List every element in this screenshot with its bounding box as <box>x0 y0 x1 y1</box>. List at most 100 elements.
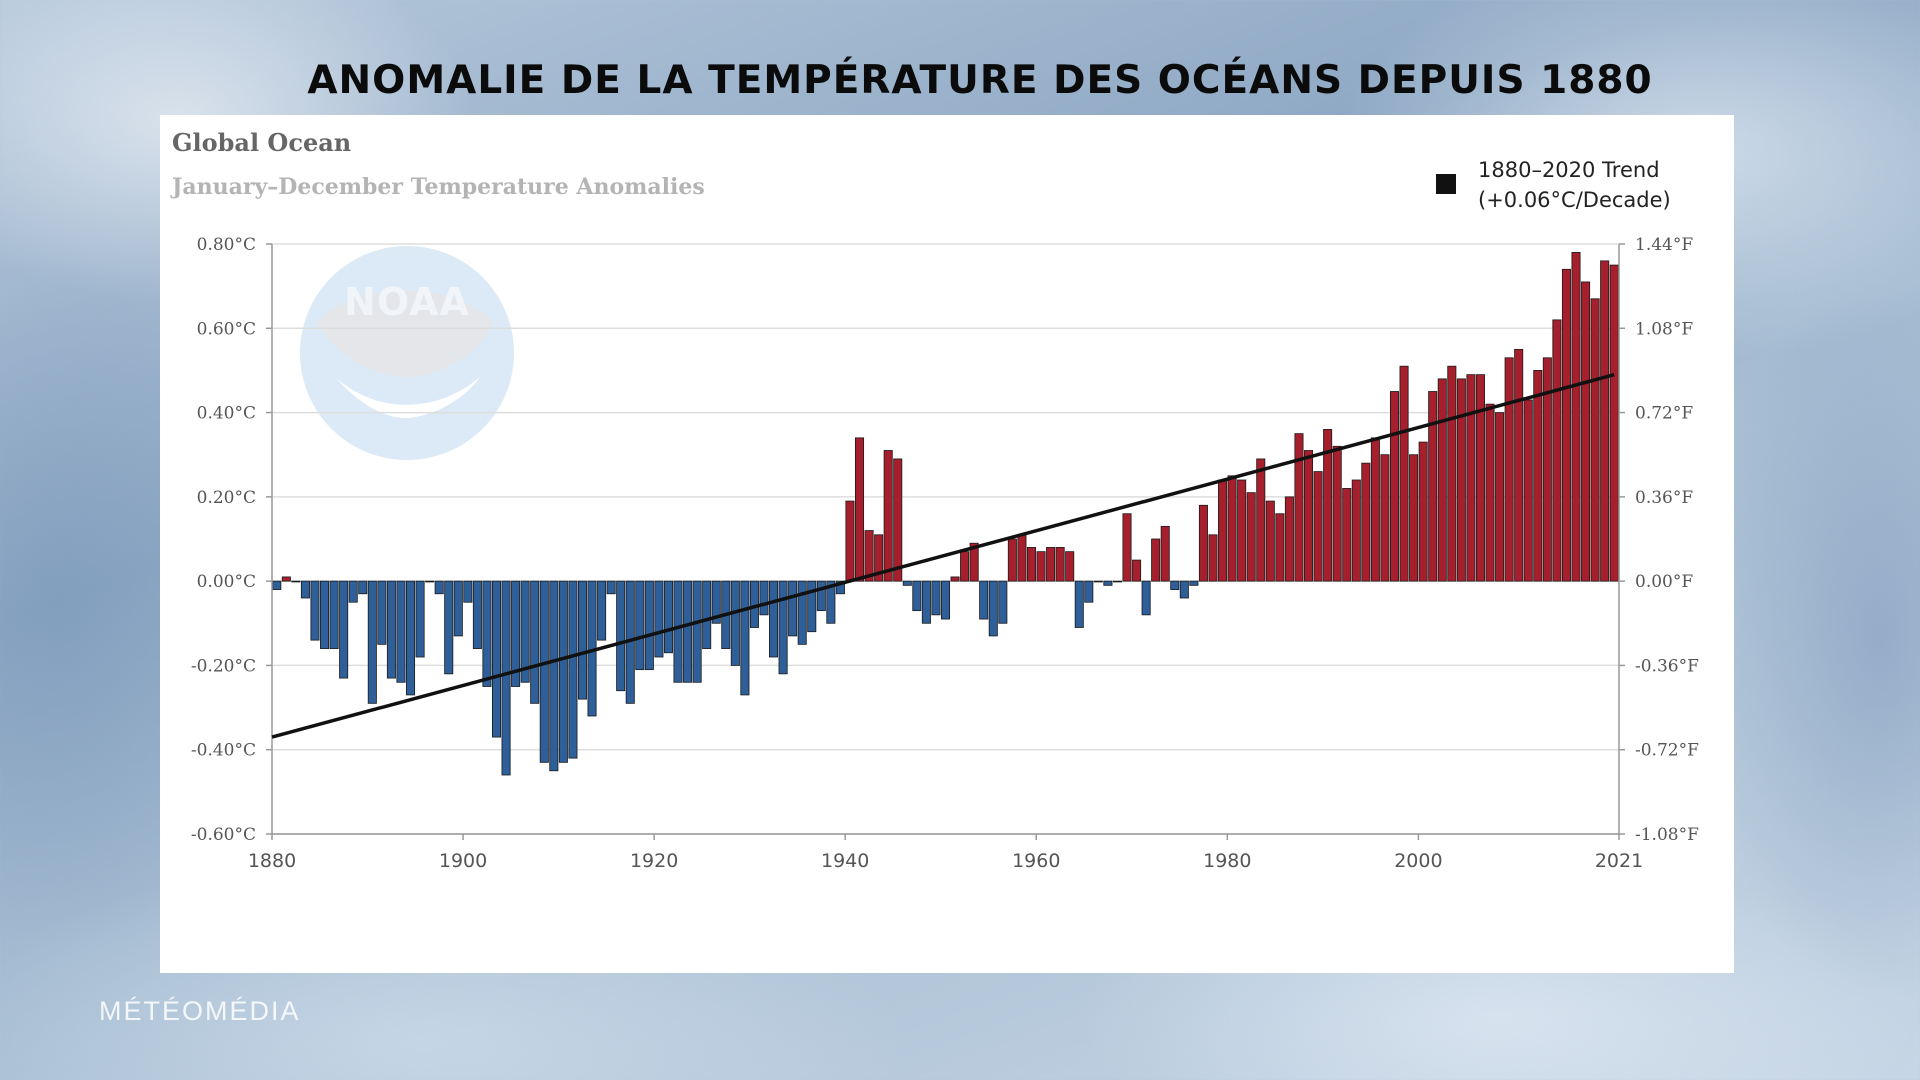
bar-1956 <box>998 580 1008 624</box>
bar-1908 <box>539 580 549 763</box>
bar-1907 <box>530 580 540 704</box>
bar-1950 <box>940 580 951 620</box>
bar-2006 <box>1475 374 1485 582</box>
x-tick-label: 1900 <box>439 850 487 872</box>
x-tick-label: 1940 <box>821 850 869 872</box>
bar-1980 <box>1227 475 1237 582</box>
y-tick-label-right: -0.36°F <box>1635 656 1699 676</box>
y-tick-label-left: -0.20°C <box>191 656 256 676</box>
bar-1971 <box>1141 580 1151 616</box>
legend: 1880–2020 Trend (+0.06°C/Decade) <box>1436 158 1671 212</box>
bar-1992 <box>1342 488 1352 582</box>
bar-1999 <box>1409 454 1419 582</box>
bar-1976 <box>1189 580 1199 586</box>
headline: ANOMALIE DE LA TEMPÉRATURE DES OCÉANS DE… <box>307 58 1653 103</box>
bar-1957 <box>1007 538 1017 582</box>
bar-1961 <box>1046 547 1056 582</box>
bar-1991 <box>1332 445 1342 582</box>
bar-1955 <box>988 580 998 637</box>
bar-2018 <box>1590 298 1600 582</box>
bar-1944 <box>883 450 893 582</box>
chart-subtitle: January–December Temperature Anomalies <box>170 174 705 200</box>
bar-1889 <box>358 580 368 595</box>
bar-1985 <box>1275 513 1285 582</box>
bar-1996 <box>1380 454 1390 582</box>
bar-1967 <box>1103 580 1113 586</box>
y-tick-label-left: 0.60°C <box>197 319 256 339</box>
bar-1883 <box>300 580 310 599</box>
bar-1896 <box>425 580 435 583</box>
bar-1942 <box>864 530 874 582</box>
bar-1900 <box>463 580 473 603</box>
bar-1989 <box>1313 471 1323 582</box>
bar-1994 <box>1361 462 1371 582</box>
y-tick-label-right: 0.00°F <box>1635 572 1693 592</box>
bar-1941 <box>855 437 865 582</box>
bar-1939 <box>835 580 845 595</box>
bar-1959 <box>1026 547 1036 582</box>
bar-1881 <box>281 576 291 582</box>
bar-1964 <box>1074 580 1084 628</box>
bar-1936 <box>807 580 817 633</box>
bar-1882 <box>291 580 301 583</box>
bar-2013 <box>1542 357 1552 582</box>
bar-1993 <box>1351 479 1361 582</box>
bar-1912 <box>577 580 587 700</box>
bar-1953 <box>969 542 979 582</box>
bar-1995 <box>1370 437 1380 582</box>
x-tick-label: 1980 <box>1203 850 1251 872</box>
bar-1920 <box>654 580 664 658</box>
bar-1979 <box>1218 479 1228 582</box>
bar-1962 <box>1055 547 1065 582</box>
bar-1987 <box>1294 433 1304 582</box>
bar-1983 <box>1256 458 1266 582</box>
bar-2012 <box>1533 370 1543 582</box>
bar-2019 <box>1600 260 1610 582</box>
bar-1887 <box>339 580 349 679</box>
bar-1894 <box>406 580 416 696</box>
x-tick-label: 1960 <box>1012 850 1060 872</box>
legend-label-line2: (+0.06°C/Decade) <box>1478 188 1671 212</box>
bar-1931 <box>759 580 769 616</box>
bar-1948 <box>921 580 931 624</box>
y-tick-label-left: -0.60°C <box>191 825 256 845</box>
chart-title: Global Ocean <box>172 128 351 157</box>
x-tick-label: 1920 <box>630 850 678 872</box>
bar-1943 <box>874 534 884 582</box>
bar-1891 <box>377 580 387 645</box>
bar-1973 <box>1160 525 1170 582</box>
noaa-logo: NOAA <box>300 246 514 460</box>
bar-1888 <box>348 580 358 603</box>
bar-1975 <box>1179 580 1189 599</box>
bar-1969 <box>1122 513 1132 582</box>
chart-panel: NOAA Global Ocean January–December Tempe… <box>160 115 1734 973</box>
bar-1988 <box>1304 450 1314 582</box>
bar-1890 <box>367 580 377 704</box>
bar-1906 <box>520 580 530 683</box>
bar-2010 <box>1514 348 1524 582</box>
bar-2001 <box>1428 391 1438 582</box>
bar-1966 <box>1093 580 1103 583</box>
y-tick-label-left: -0.40°C <box>191 741 256 761</box>
bar-2017 <box>1581 281 1591 582</box>
bar-1925 <box>702 580 712 649</box>
bar-1893 <box>396 580 406 683</box>
bar-2011 <box>1523 399 1533 582</box>
bar-1990 <box>1323 429 1333 582</box>
bar-1970 <box>1132 559 1142 582</box>
bar-1984 <box>1265 500 1275 582</box>
bar-1986 <box>1284 496 1294 582</box>
bar-2003 <box>1447 365 1457 582</box>
bar-1918 <box>635 580 645 671</box>
bar-1947 <box>912 580 922 612</box>
bar-1933 <box>778 580 788 675</box>
bar-1935 <box>797 580 807 645</box>
bar-2016 <box>1571 252 1581 582</box>
bar-1978 <box>1208 534 1218 582</box>
bar-2020 <box>1609 264 1619 582</box>
bar-1968 <box>1112 580 1122 583</box>
bar-1904 <box>501 580 511 776</box>
bar-1940 <box>845 500 855 582</box>
bar-1903 <box>491 580 502 738</box>
legend-swatch <box>1436 174 1456 194</box>
